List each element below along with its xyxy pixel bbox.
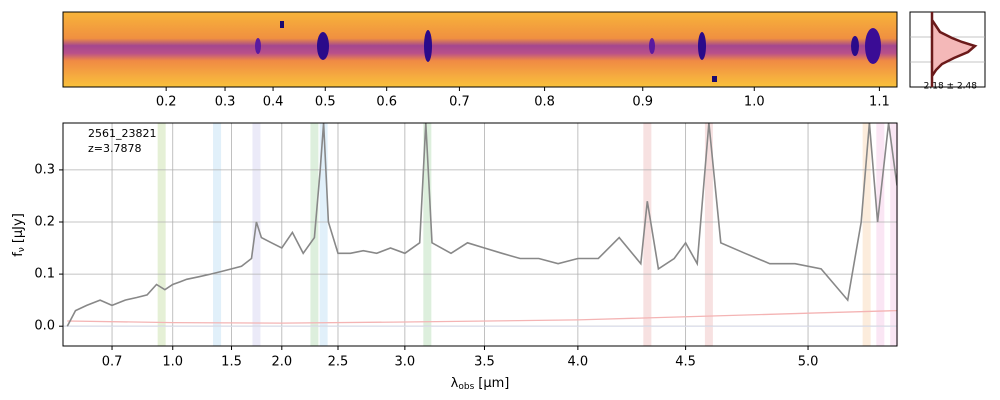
x-tick-label: 2.5 (328, 355, 349, 370)
x-label-unit: [μm] (478, 376, 509, 391)
top-x-tick-label: 0.8 (534, 95, 555, 110)
emission-band (319, 123, 328, 346)
x-tick-label: 3.5 (474, 355, 495, 370)
x-tick-label: 5.0 (798, 355, 819, 370)
top-x-tick-label: 0.2 (156, 95, 177, 110)
plot-frame (62, 122, 898, 347)
emission-band (252, 123, 261, 346)
side-panel-label: 2.18 ± 2.48 (924, 82, 978, 92)
spectrum-line (67, 309, 897, 324)
y-label-sub: ν (17, 247, 27, 252)
x-label-symbol: λ (451, 376, 459, 391)
emission-band (876, 123, 885, 346)
x-tick-label: 1.0 (162, 355, 183, 370)
x-axis-label: λobs [μm] (451, 376, 510, 392)
top-x-tick-label: 0.3 (215, 95, 236, 110)
y-tick-label: 0.3 (34, 162, 55, 177)
y-tick-label: 0.0 (34, 319, 55, 334)
top-x-tick-label: 0.6 (376, 95, 397, 110)
y-axis-label: fν [μJy] (11, 213, 27, 257)
side-panel: 2.18 ± 2.48 (909, 11, 986, 92)
top-x-tick-label: 0.9 (632, 95, 653, 110)
spectrum-line (66, 123, 897, 327)
emission-band (890, 123, 899, 346)
plot-layer (63, 123, 899, 346)
plot-area (63, 123, 897, 346)
emission-band (862, 123, 871, 346)
emission-band (423, 123, 432, 346)
x-tick-label: 4.5 (675, 355, 696, 370)
spectrum-2d (62, 11, 898, 88)
emission-band (213, 123, 222, 346)
top-x-tick-label: 0.4 (263, 95, 284, 110)
x-tick-label: 1.5 (221, 355, 242, 370)
y-label-symbol: f (11, 252, 26, 257)
x-label-sub: obs (458, 382, 474, 392)
x-tick-label: 2.0 (271, 355, 292, 370)
emission-band (643, 123, 652, 346)
y-tick-label: 0.2 (34, 214, 55, 229)
emission-band (157, 123, 166, 346)
y-tick-label: 0.1 (34, 267, 55, 282)
redshift-label: z=3.7878 (88, 142, 141, 155)
object-label: 2561_23821 (88, 127, 157, 140)
emission-band (704, 123, 713, 346)
top-x-tick-label: 1.1 (869, 95, 890, 110)
y-label-unit: [μJy] (11, 213, 26, 243)
top-x-tick-label: 0.7 (449, 95, 470, 110)
x-tick-label: 4.0 (568, 355, 589, 370)
x-tick-label: 0.7 (102, 355, 123, 370)
top-x-tick-label: 0.5 (315, 95, 336, 110)
x-tick-label: 3.0 (395, 355, 416, 370)
top-x-tick-label: 1.0 (744, 95, 765, 110)
